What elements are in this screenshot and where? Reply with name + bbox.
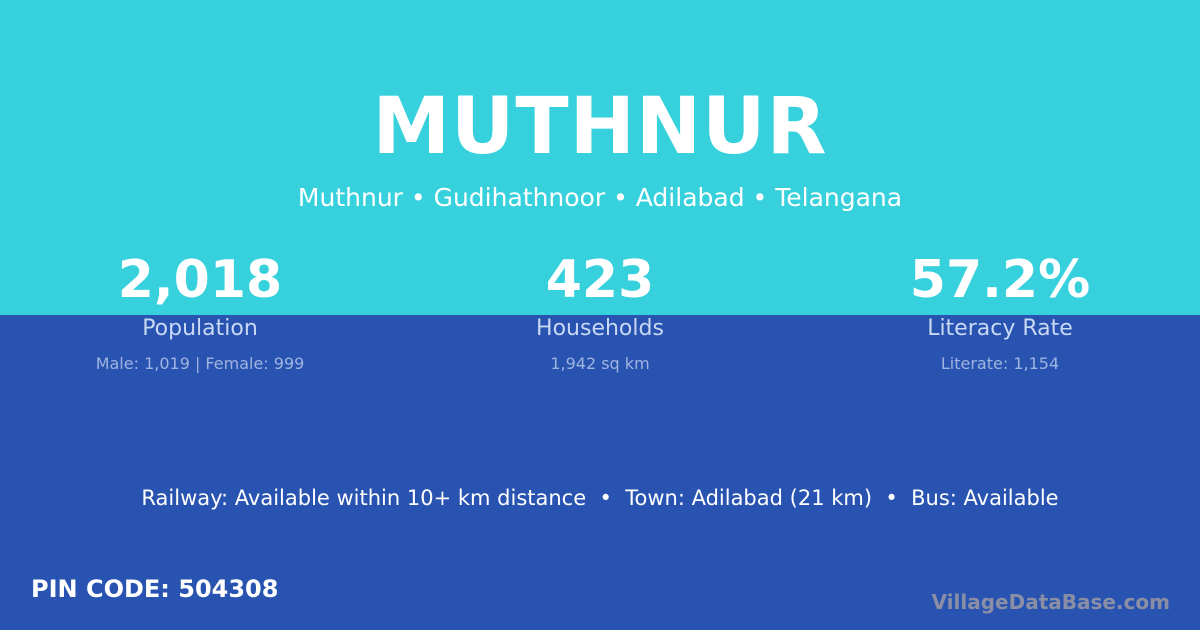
stat-value: 57.2%: [909, 250, 1091, 310]
stat-value: 423: [545, 250, 655, 310]
brand-watermark: VillageDataBase.com: [931, 590, 1170, 614]
stat-detail: Male: 1,019 | Female: 999: [95, 354, 305, 373]
village-title: MUTHNUR: [372, 82, 828, 172]
footer-band: [0, 315, 1200, 630]
header-band: [0, 0, 1200, 315]
connectivity-info: Railway: Available within 10+ km distanc…: [141, 486, 1059, 510]
stat-label: Population: [142, 316, 258, 341]
location-breadcrumb: Muthnur • Gudihathnoor • Adilabad • Tela…: [297, 183, 903, 212]
stat-detail: 1,942 sq km: [550, 354, 650, 373]
stat-label: Literacy Rate: [927, 316, 1073, 341]
stat-detail: Literate: 1,154: [940, 354, 1060, 373]
pin-code: PIN CODE: 504308: [31, 575, 279, 603]
stat-value: 2,018: [117, 250, 283, 310]
stat-label: Households: [536, 316, 664, 341]
